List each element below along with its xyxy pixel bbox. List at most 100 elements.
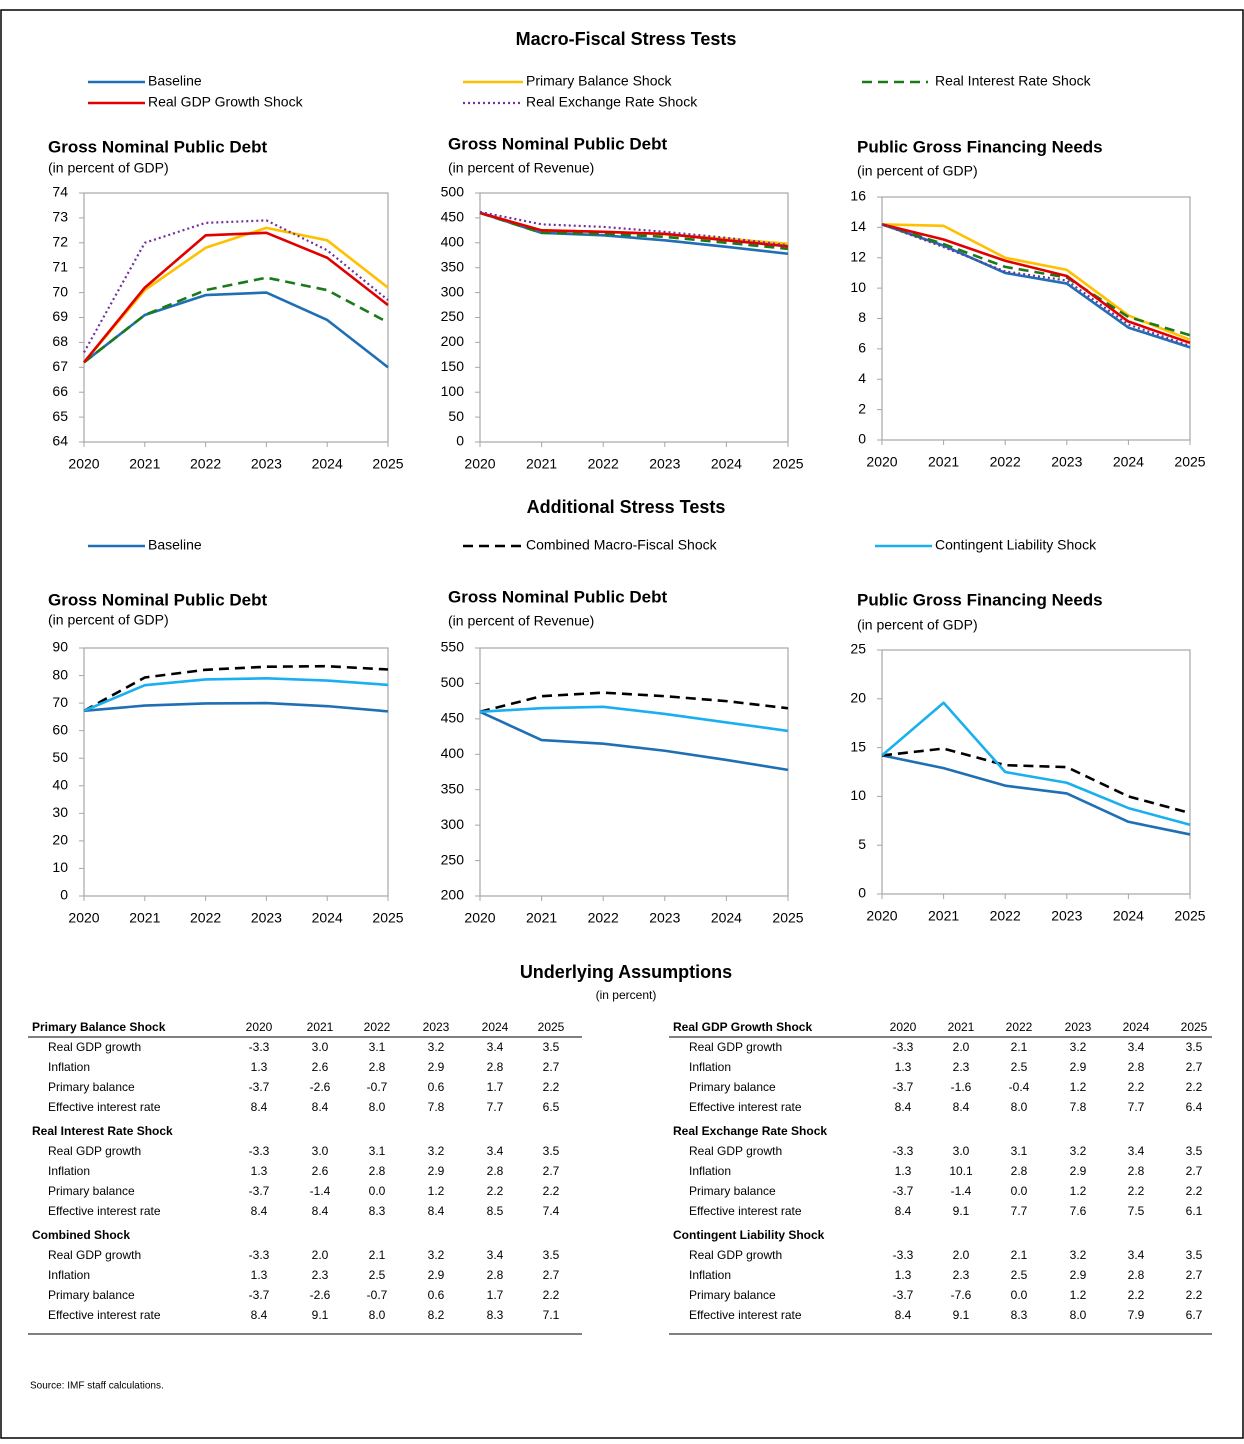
cell: 2.2 <box>1128 1184 1145 1198</box>
cell: 8.3 <box>1011 1308 1028 1322</box>
y-tick-label: 90 <box>52 639 68 655</box>
cell: 2.8 <box>487 1060 504 1074</box>
row-label: Primary balance <box>48 1288 135 1302</box>
cell: 2.2 <box>1186 1184 1203 1198</box>
group-label: Real Exchange Rate Shock <box>673 1124 827 1138</box>
chart-subtitle: (in percent of GDP) <box>857 163 978 179</box>
y-tick-label: 30 <box>52 804 68 820</box>
y-tick-label: 50 <box>448 408 464 424</box>
row-label: Primary balance <box>689 1080 776 1094</box>
cell: 2.5 <box>1011 1060 1028 1074</box>
chart-title: Public Gross Financing Needs <box>857 590 1103 609</box>
cell: 2.2 <box>543 1184 560 1198</box>
x-tick-label: 2025 <box>372 456 403 472</box>
y-tick-label: 450 <box>441 209 465 225</box>
y-tick-label: 80 <box>52 666 68 682</box>
row-label: Primary balance <box>48 1184 135 1198</box>
cell: 7.5 <box>1128 1204 1145 1218</box>
row-label: Primary balance <box>689 1184 776 1198</box>
row-label: Inflation <box>689 1268 731 1282</box>
x-tick-label: 2024 <box>711 456 742 472</box>
cell: 3.4 <box>1128 1144 1145 1158</box>
column-header: 2024 <box>482 1020 509 1034</box>
y-tick-label: 25 <box>850 641 866 657</box>
column-header: 2024 <box>1123 1020 1150 1034</box>
cell: 1.3 <box>251 1268 268 1282</box>
chart-subtitle: (in percent of GDP) <box>857 617 978 633</box>
column-header: 2021 <box>948 1020 975 1034</box>
cell: 2.2 <box>1128 1080 1145 1094</box>
cell: 3.0 <box>312 1040 329 1054</box>
cell: 7.7 <box>1011 1204 1028 1218</box>
plot-frame <box>83 192 389 443</box>
y-tick-label: 40 <box>52 776 68 792</box>
group-label: Real Interest Rate Shock <box>32 1124 173 1138</box>
y-tick-label: 20 <box>850 690 866 706</box>
cell: 3.5 <box>543 1040 560 1054</box>
x-tick-label: 2022 <box>190 910 221 926</box>
series-line <box>881 223 1191 347</box>
table-title: Underlying Assumptions <box>520 962 732 982</box>
cell: 9.1 <box>953 1308 970 1322</box>
legend-label: Baseline <box>148 537 202 553</box>
table-subtitle: (in percent) <box>596 988 657 1002</box>
chart-title: Public Gross Financing Needs <box>857 137 1103 156</box>
cell: 7.4 <box>543 1204 560 1218</box>
y-tick-label: 100 <box>441 383 465 399</box>
cell: 3.5 <box>1186 1040 1203 1054</box>
row-label: Effective interest rate <box>689 1100 802 1114</box>
row-label: Real GDP growth <box>48 1040 141 1054</box>
cell: 2.2 <box>543 1288 560 1302</box>
cell: 2.9 <box>1070 1164 1087 1178</box>
y-tick-label: 350 <box>441 780 465 796</box>
y-tick-label: 69 <box>52 308 68 324</box>
x-tick-label: 2024 <box>711 910 742 926</box>
column-header: 2023 <box>423 1020 450 1034</box>
series-line <box>479 211 789 248</box>
plot-frame <box>881 196 1191 441</box>
y-tick-label: 500 <box>441 674 465 690</box>
x-tick-label: 2023 <box>251 910 282 926</box>
cell: -3.7 <box>249 1184 270 1198</box>
cell: 10.1 <box>949 1164 973 1178</box>
plot-frame <box>881 649 1191 895</box>
y-tick-label: 0 <box>858 431 866 447</box>
cell: 6.7 <box>1186 1308 1203 1322</box>
cell: 3.0 <box>312 1144 329 1158</box>
cell: 8.4 <box>251 1100 268 1114</box>
cell: 2.8 <box>369 1060 386 1074</box>
cell: 2.9 <box>1070 1060 1087 1074</box>
legend-label: Primary Balance Shock <box>526 73 673 89</box>
series-line <box>479 211 789 251</box>
cell: -3.3 <box>249 1040 270 1054</box>
x-tick-label: 2021 <box>129 456 160 472</box>
cell: 8.4 <box>312 1100 329 1114</box>
y-tick-label: 0 <box>858 885 866 901</box>
cell: 2.0 <box>953 1248 970 1262</box>
y-tick-label: 150 <box>441 358 465 374</box>
cell: 1.2 <box>1070 1080 1087 1094</box>
cell: 2.8 <box>369 1164 386 1178</box>
y-tick-label: 12 <box>850 248 866 264</box>
x-tick-label: 2020 <box>464 456 495 472</box>
cell: 1.2 <box>1070 1288 1087 1302</box>
y-tick-label: 10 <box>850 279 866 295</box>
cell: 8.3 <box>369 1204 386 1218</box>
cell: 8.4 <box>895 1100 912 1114</box>
cell: 1.7 <box>487 1080 504 1094</box>
row-label: Real GDP growth <box>48 1144 141 1158</box>
x-tick-label: 2023 <box>649 456 680 472</box>
cell: 2.3 <box>312 1268 329 1282</box>
section-title: Additional Stress Tests <box>527 497 726 517</box>
cell: 0.0 <box>1011 1184 1028 1198</box>
x-tick-label: 2021 <box>526 456 557 472</box>
cell: 7.8 <box>1070 1100 1087 1114</box>
cell: 3.4 <box>487 1144 504 1158</box>
cell: 2.8 <box>1128 1268 1145 1282</box>
y-tick-label: 72 <box>52 234 68 250</box>
y-tick-label: 200 <box>441 887 465 903</box>
cell: 6.4 <box>1186 1100 1203 1114</box>
y-tick-label: 250 <box>441 851 465 867</box>
cell: 9.1 <box>312 1308 329 1322</box>
cell: -3.7 <box>249 1080 270 1094</box>
